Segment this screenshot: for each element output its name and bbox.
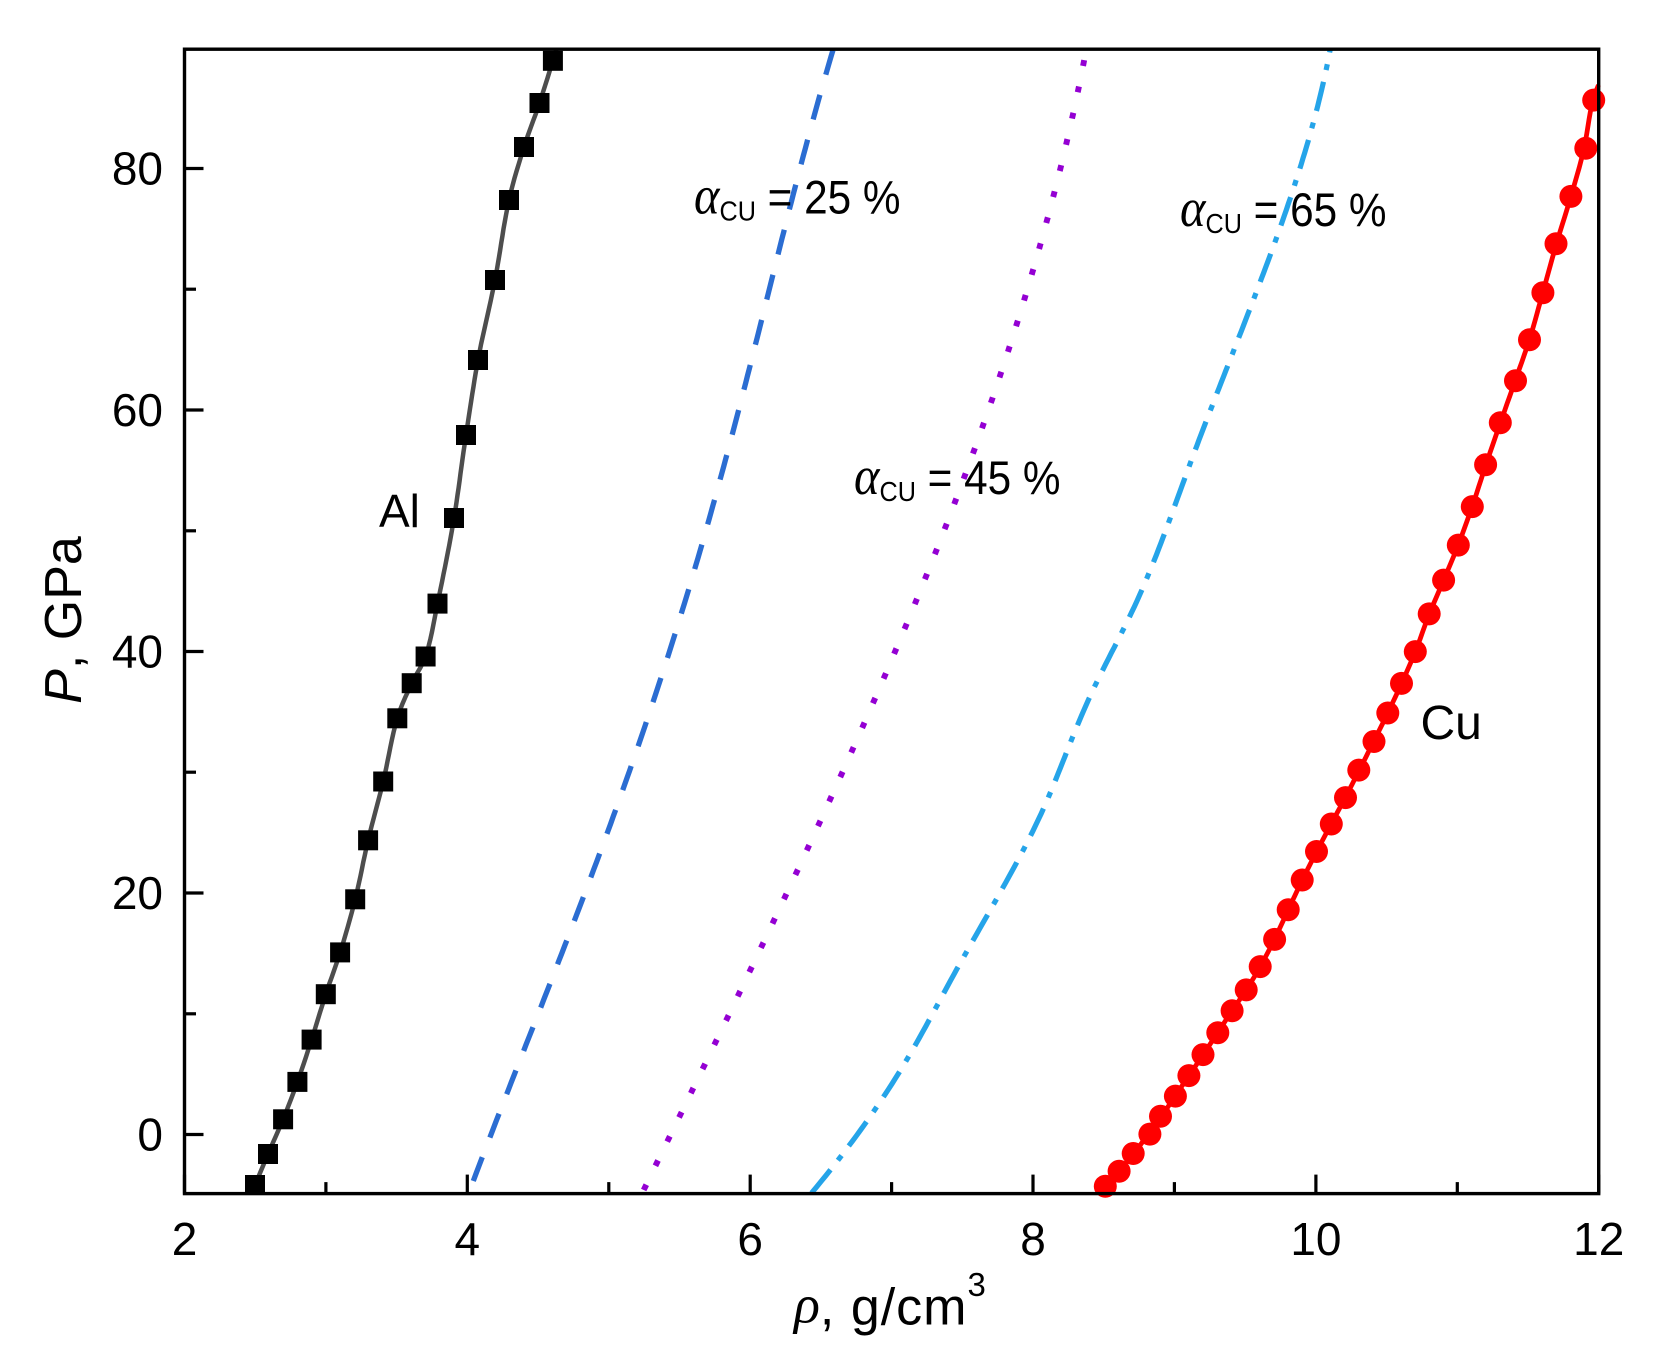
svg-text:10: 10 bbox=[1290, 1213, 1341, 1265]
svg-text:80: 80 bbox=[112, 143, 163, 195]
svg-text:αCU = 45 %: αCU = 45 % bbox=[854, 446, 1061, 507]
svg-text:Cu: Cu bbox=[1421, 697, 1482, 750]
svg-text:0: 0 bbox=[137, 1109, 163, 1161]
svg-text:60: 60 bbox=[112, 384, 163, 436]
svg-text:4: 4 bbox=[455, 1213, 481, 1265]
svg-text:20: 20 bbox=[112, 867, 163, 919]
svg-text:ρ, g/cm3: ρ, g/cm3 bbox=[792, 1266, 986, 1337]
svg-text:6: 6 bbox=[737, 1213, 763, 1265]
svg-text:2: 2 bbox=[172, 1213, 198, 1265]
svg-text:40: 40 bbox=[112, 626, 163, 678]
svg-text:Al: Al bbox=[379, 485, 420, 537]
svg-text:αCU = 25 %: αCU = 25 % bbox=[694, 166, 901, 227]
svg-text:12: 12 bbox=[1573, 1213, 1624, 1265]
svg-text:P, GPa: P, GPa bbox=[35, 536, 93, 704]
svg-text:8: 8 bbox=[1020, 1213, 1046, 1265]
svg-text:αCU = 65 %: αCU = 65 % bbox=[1180, 179, 1387, 240]
